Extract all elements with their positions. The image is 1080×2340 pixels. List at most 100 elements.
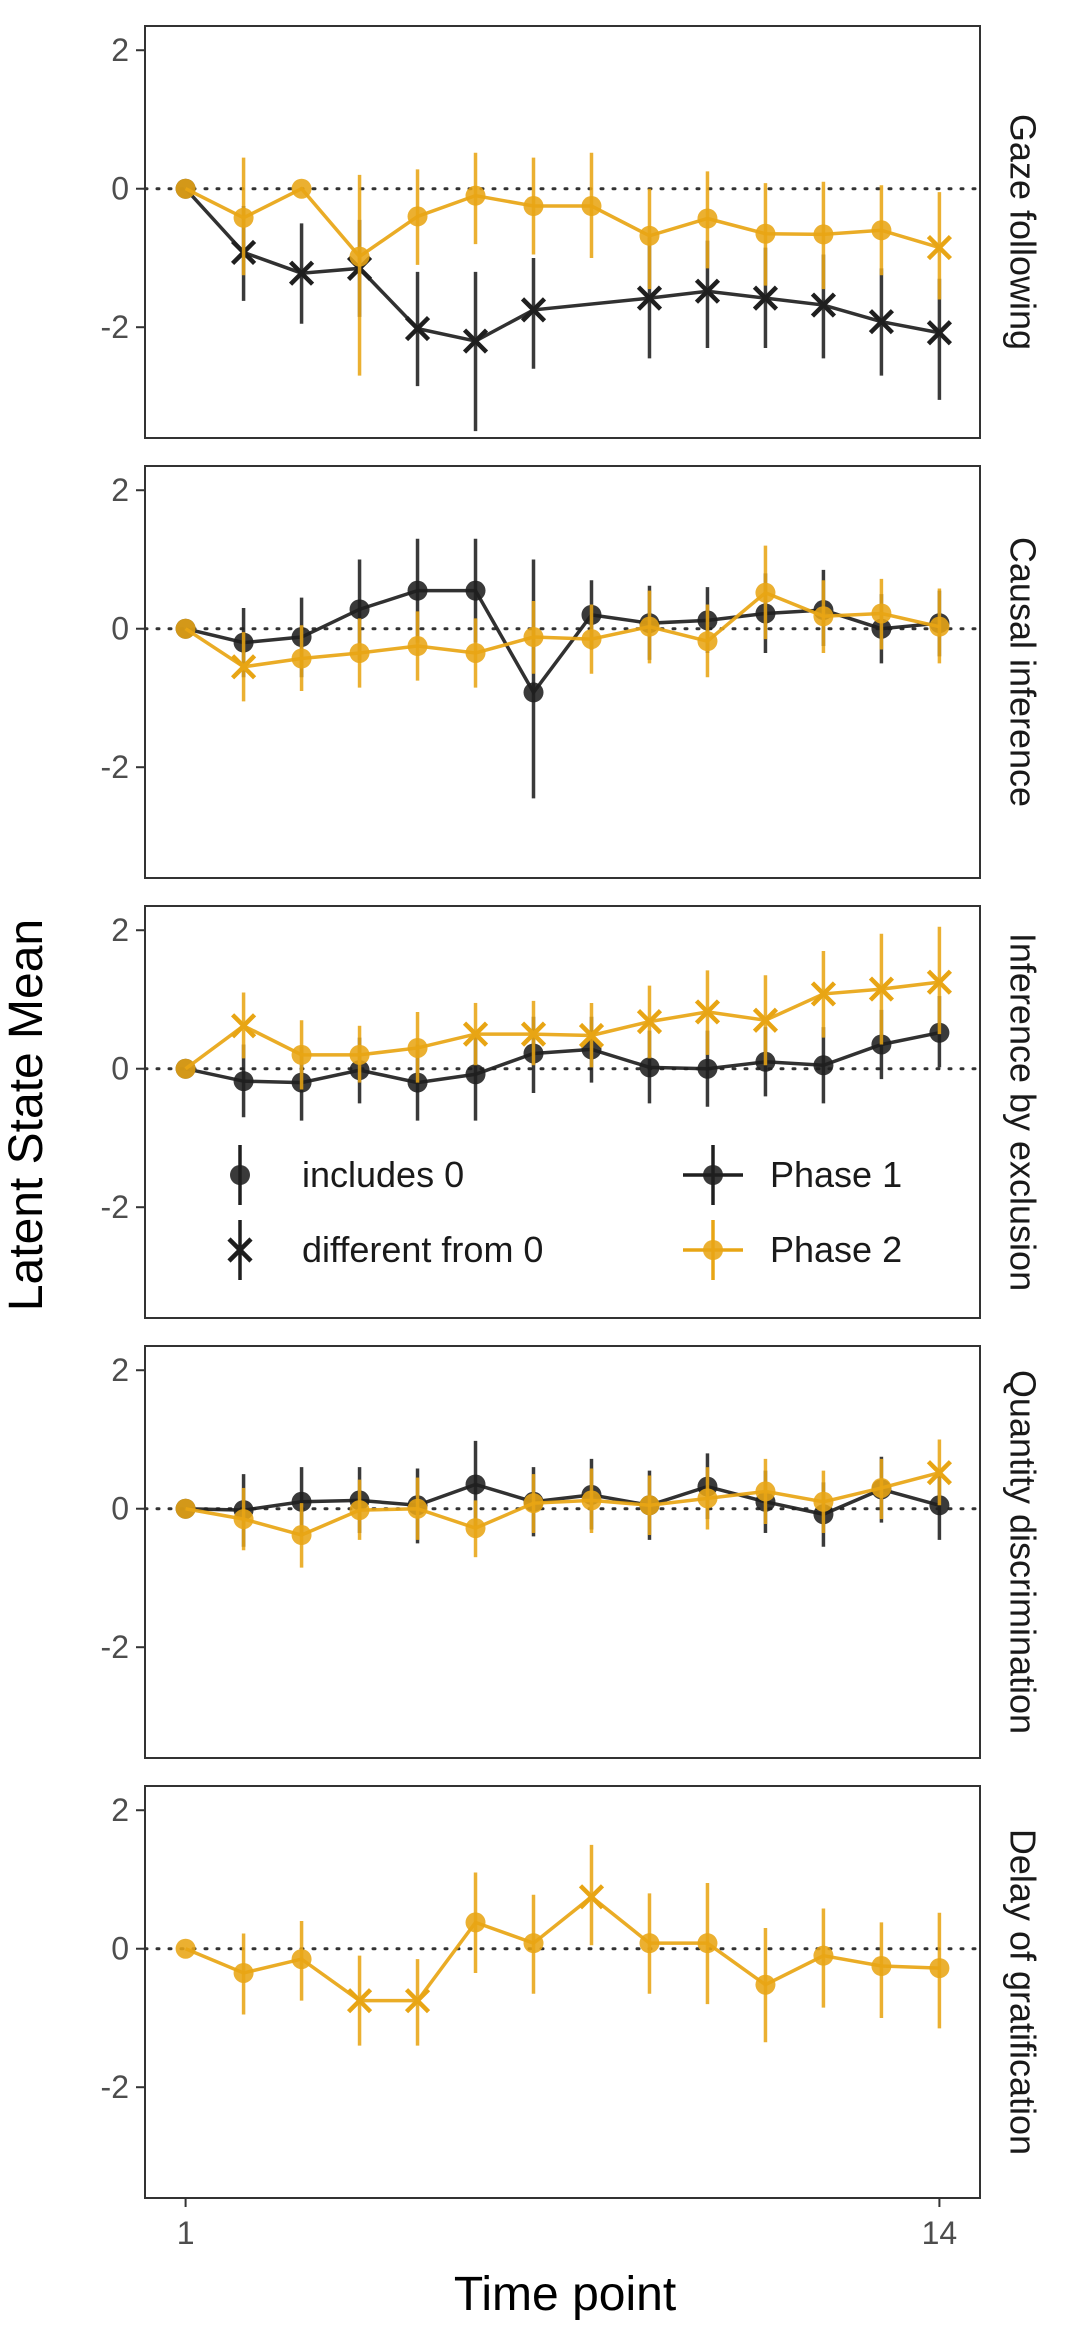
data-point xyxy=(349,1500,370,1521)
data-point xyxy=(291,178,312,199)
data-point xyxy=(407,1498,428,1519)
data-point xyxy=(755,1481,776,1502)
data-point xyxy=(697,1488,718,1509)
legend-item-includes-0: includes 0 xyxy=(230,1145,464,1205)
data-point-x-marker xyxy=(926,1460,953,1486)
x-tick-label: 1 xyxy=(177,2215,195,2251)
legend-circle-marker xyxy=(703,1240,723,1260)
data-point-x-marker xyxy=(404,1988,431,2014)
data-point xyxy=(175,1938,196,1959)
data-point xyxy=(407,206,428,227)
data-point xyxy=(581,629,602,650)
data-point xyxy=(291,648,312,669)
y-tick-label: -2 xyxy=(101,749,129,785)
data-point xyxy=(233,1962,254,1983)
data-point xyxy=(233,1071,254,1092)
series-phase-2 xyxy=(175,1439,953,1568)
strip-label: Inference by exclusion xyxy=(1002,933,1043,1291)
data-point xyxy=(465,185,486,206)
data-point xyxy=(871,1956,892,1977)
series-phase-2 xyxy=(175,545,950,702)
data-point xyxy=(349,246,370,267)
y-tick-label: 0 xyxy=(111,1931,129,1967)
strip-label: Gaze following xyxy=(1002,114,1043,350)
strip-label: Quantity discrimination xyxy=(1002,1370,1043,1734)
data-point xyxy=(465,1474,486,1495)
data-point xyxy=(523,196,544,217)
data-point xyxy=(523,627,544,648)
data-point xyxy=(349,599,370,620)
panel-gaze-following: 2 0 -2 Gaze following xyxy=(101,25,1043,439)
data-point xyxy=(407,1037,428,1058)
data-point xyxy=(813,606,834,627)
data-point xyxy=(639,1495,660,1516)
legend-item-phase-1: Phase 1 xyxy=(683,1145,902,1205)
series-line xyxy=(184,1894,940,2003)
y-tick-label: 0 xyxy=(111,611,129,647)
data-point xyxy=(755,1974,776,1995)
data-point xyxy=(813,1945,834,1966)
data-point xyxy=(175,618,196,639)
data-point xyxy=(407,580,428,601)
y-tick-label: 2 xyxy=(111,1792,129,1828)
y-tick-label: 2 xyxy=(111,472,129,508)
y-tick-label: -2 xyxy=(101,2069,129,2105)
data-point xyxy=(291,1525,312,1546)
y-tick-label: -2 xyxy=(101,1189,129,1225)
data-point xyxy=(349,642,370,663)
data-point-x-marker xyxy=(752,285,779,311)
data-point-x-marker xyxy=(636,285,663,311)
legend-label: includes 0 xyxy=(302,1154,464,1195)
panel-inference-by-exclusion: 2 0 -2 Inference by exclusion xyxy=(101,905,1043,1319)
y-tick-label: 2 xyxy=(111,912,129,948)
data-point xyxy=(871,603,892,624)
data-point-x-marker xyxy=(926,234,953,261)
data-point xyxy=(871,220,892,241)
data-point xyxy=(929,1958,950,1979)
data-point xyxy=(291,1044,312,1065)
legend-circle-marker xyxy=(703,1165,723,1185)
y-tick-label: 0 xyxy=(111,1051,129,1087)
data-point-x-marker xyxy=(230,1013,257,1039)
panel-frame xyxy=(144,1785,981,2199)
data-point xyxy=(523,1933,544,1954)
data-point xyxy=(813,1055,834,1076)
data-point xyxy=(523,1493,544,1514)
data-point-x-marker xyxy=(462,1021,489,1047)
data-point xyxy=(813,224,834,245)
strip-label: Causal inference xyxy=(1002,537,1043,807)
data-point xyxy=(929,616,950,637)
panel-delay-of-gratification: 2 0 -2 Delay of gratification xyxy=(101,1785,1043,2199)
data-point-x-marker xyxy=(810,292,837,318)
panel-frame xyxy=(144,465,981,879)
y-tick-label: 2 xyxy=(111,1352,129,1388)
legend-label: Phase 1 xyxy=(770,1154,902,1195)
data-point-x-marker xyxy=(868,976,895,1002)
data-point xyxy=(233,1509,254,1530)
legend-label: Phase 2 xyxy=(770,1229,902,1270)
data-point xyxy=(175,178,196,199)
y-tick-label: 2 xyxy=(111,32,129,68)
x-axis: 1 14 xyxy=(177,2198,957,2251)
y-tick-label: 0 xyxy=(111,171,129,207)
data-point xyxy=(871,1477,892,1498)
data-point xyxy=(465,1518,486,1539)
data-point-x-marker xyxy=(926,969,953,995)
panel-frame xyxy=(144,1345,981,1759)
data-point xyxy=(291,1491,312,1512)
data-point xyxy=(639,1933,660,1954)
panel-frame xyxy=(144,905,981,1319)
data-point xyxy=(581,1490,602,1511)
panel-quantity-discrimination: 2 0 -2 Quantity discrimination xyxy=(101,1345,1043,1759)
data-point-x-marker xyxy=(636,1009,663,1035)
data-point-x-marker xyxy=(752,1007,779,1033)
data-point-x-marker xyxy=(404,316,431,342)
x-axis-title: Time point xyxy=(454,2268,676,2321)
y-tick-label: 0 xyxy=(111,1491,129,1527)
data-point xyxy=(407,636,428,657)
legend-item-phase-2: Phase 2 xyxy=(683,1220,902,1280)
data-point-x-marker xyxy=(520,297,547,323)
data-point xyxy=(639,225,660,246)
data-point xyxy=(465,1064,486,1085)
